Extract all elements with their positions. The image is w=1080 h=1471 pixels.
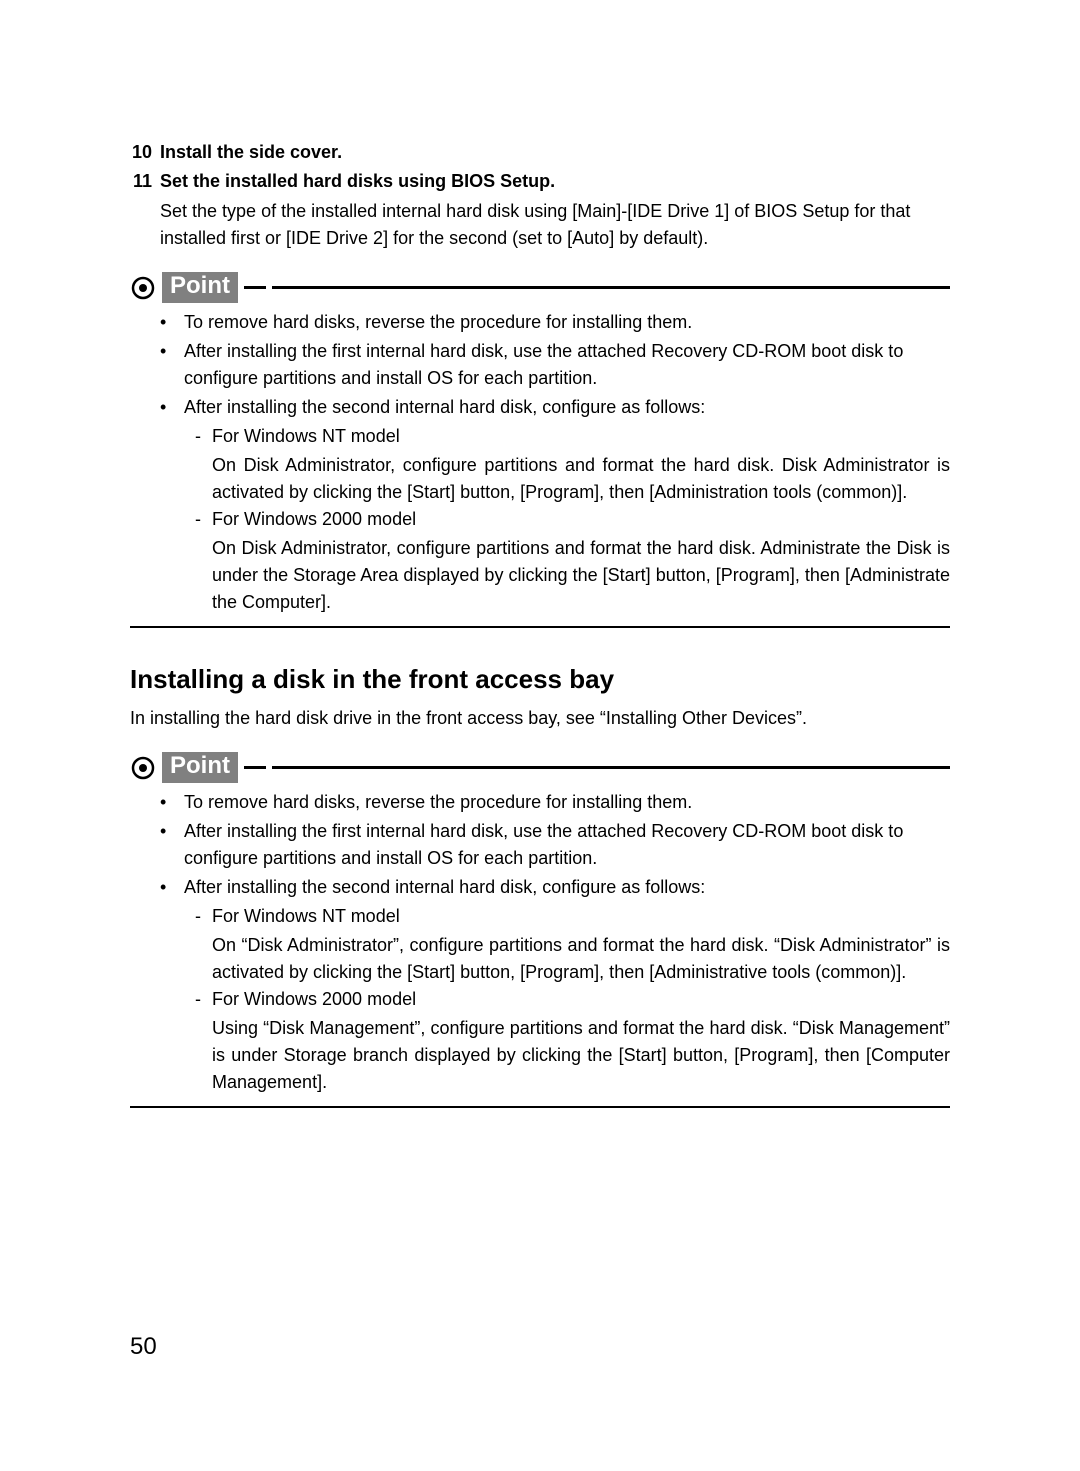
point-bottom-rule (130, 626, 950, 628)
step-11: 11 Set the installed hard disks using BI… (130, 169, 950, 194)
sub-list: - For Windows NT model On Disk Administr… (184, 423, 950, 616)
target-icon (130, 275, 156, 301)
step-title: Install the side cover. (160, 140, 342, 165)
list-item: • After installing the first internal ha… (160, 818, 950, 872)
point-list: • To remove hard disks, reverse the proc… (160, 789, 950, 1096)
list-item: - For Windows NT model (184, 423, 950, 450)
sub-list: - For Windows NT model On “Disk Administ… (184, 903, 950, 1096)
point-rule-short (244, 286, 266, 289)
list-item: - For Windows 2000 model (184, 986, 950, 1013)
bullet-icon: • (160, 874, 184, 901)
point-list: • To remove hard disks, reverse the proc… (160, 309, 950, 616)
point-header: Point (130, 272, 950, 303)
point-rule-long (272, 286, 950, 289)
dash-title: For Windows 2000 model (212, 506, 950, 533)
dash-icon: - (184, 423, 212, 450)
dash-body: On Disk Administrator, configure partiti… (212, 452, 950, 506)
point-rule-short (244, 766, 266, 769)
step-body: Set the type of the installed internal h… (160, 198, 950, 252)
step-10: 10 Install the side cover. (130, 140, 950, 165)
step-title: Set the installed hard disks using BIOS … (160, 169, 555, 194)
list-item: • To remove hard disks, reverse the proc… (160, 309, 950, 336)
dash-title: For Windows 2000 model (212, 986, 950, 1013)
list-item: • After installing the second internal h… (160, 874, 950, 901)
bullet-icon: • (160, 818, 184, 872)
bullet-text: After installing the first internal hard… (184, 338, 950, 392)
point-header: Point (130, 752, 950, 783)
point-bottom-rule (130, 1106, 950, 1108)
bullet-icon: • (160, 789, 184, 816)
point-rule-long (272, 766, 950, 769)
point-label: Point (162, 752, 238, 783)
dash-title: For Windows NT model (212, 903, 950, 930)
step-number: 10 (130, 140, 160, 165)
dash-body: Using “Disk Management”, configure parti… (212, 1015, 950, 1096)
dash-icon: - (184, 986, 212, 1013)
dash-body: On Disk Administrator, configure partiti… (212, 535, 950, 616)
section-heading: Installing a disk in the front access ba… (130, 664, 950, 695)
section-intro: In installing the hard disk drive in the… (130, 705, 950, 732)
bullet-icon: • (160, 338, 184, 392)
page-number: 50 (130, 1333, 157, 1361)
bullet-icon: • (160, 309, 184, 336)
list-item: - For Windows NT model (184, 903, 950, 930)
bullet-text: To remove hard disks, reverse the proced… (184, 309, 950, 336)
list-item: • After installing the first internal ha… (160, 338, 950, 392)
list-item: • To remove hard disks, reverse the proc… (160, 789, 950, 816)
step-number: 11 (130, 169, 160, 194)
target-icon (130, 755, 156, 781)
bullet-text: After installing the first internal hard… (184, 818, 950, 872)
bullet-icon: • (160, 394, 184, 421)
list-item: - For Windows 2000 model (184, 506, 950, 533)
bullet-text: After installing the second internal har… (184, 394, 950, 421)
point-label: Point (162, 272, 238, 303)
dash-body: On “Disk Administrator”, configure parti… (212, 932, 950, 986)
list-item: • After installing the second internal h… (160, 394, 950, 421)
dash-icon: - (184, 903, 212, 930)
dash-title: For Windows NT model (212, 423, 950, 450)
point-block-2: Point • To remove hard disks, reverse th… (130, 752, 950, 1108)
bullet-text: To remove hard disks, reverse the proced… (184, 789, 950, 816)
page-content: 10 Install the side cover. 11 Set the in… (130, 140, 950, 1108)
point-block-1: Point • To remove hard disks, reverse th… (130, 272, 950, 628)
bullet-text: After installing the second internal har… (184, 874, 950, 901)
dash-icon: - (184, 506, 212, 533)
